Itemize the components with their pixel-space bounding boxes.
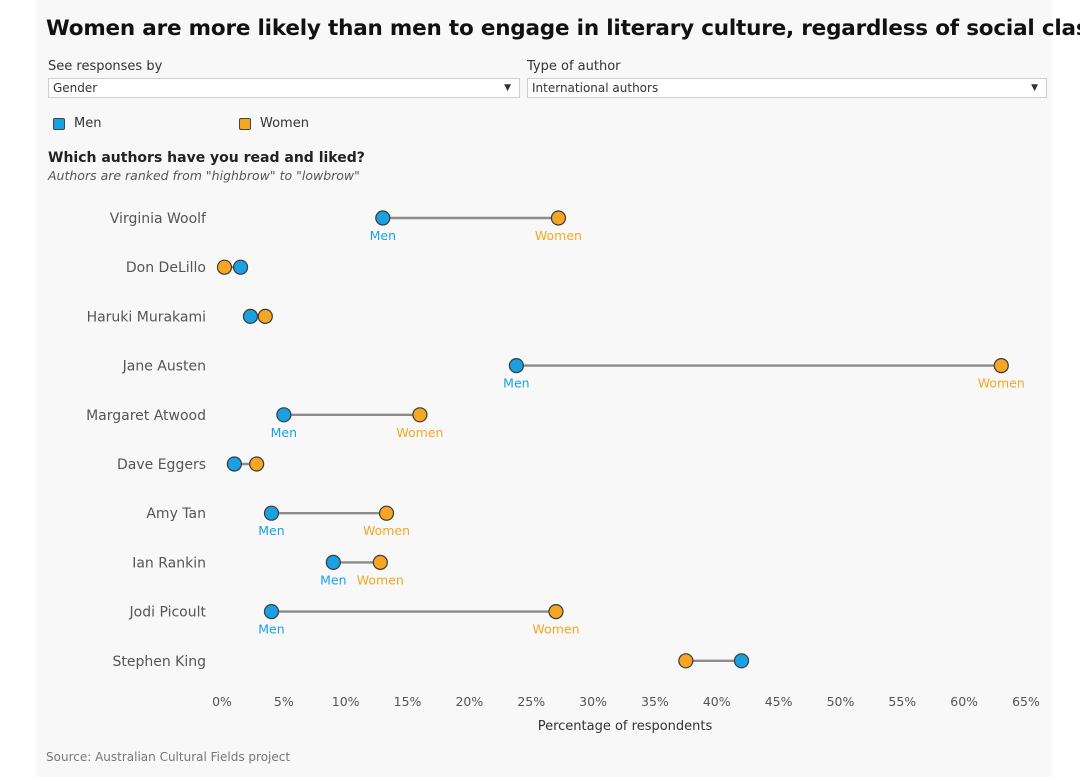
legend-label-women: Women [260,116,309,131]
author-type-dropdown[interactable]: International authors ▼ [527,78,1047,98]
x-tick-label: 15% [394,694,422,709]
x-tick-label: 25% [517,694,545,709]
page-title: Women are more likely than men to engage… [46,16,1080,41]
x-tick-label: 5% [274,694,294,709]
dot-label-men-virginia-woolf: Men [370,228,396,243]
responses-by-label: See responses by [48,59,163,74]
x-tick-label: 30% [579,694,607,709]
dot-men-ian-rankin [325,554,341,571]
author-label-margaret-atwood: Margaret Atwood [86,408,206,424]
x-tick-label: 65% [1012,694,1040,709]
legend-swatch-women [239,118,251,130]
dot-women-virginia-woolf [550,210,567,226]
author-label-jodi-picoult: Jodi Picoult [129,605,207,621]
dot-label-women-virginia-woolf: Women [535,228,582,243]
dot-label-men-ian-rankin: Men [320,572,346,587]
x-tick-label: 0% [212,694,232,709]
dot-women-don-delillo [216,259,233,275]
dot-women-stephen-king [678,653,694,669]
dot-men-haruki-murakami [242,308,259,324]
source-note: Source: Australian Cultural Fields proje… [46,750,291,764]
chevron-down-icon: ▼ [1031,83,1038,93]
author-type-value: International authors [532,81,659,95]
dot-men-amy-tan [263,505,280,521]
dot-women-jane-austen [993,358,1009,374]
dot-label-women-margaret-atwood: Women [396,425,443,440]
dot-women-dave-eggers [249,456,265,472]
x-tick-label: 10% [332,694,360,709]
author-label-virginia-woolf: Virginia Woolf [110,211,207,227]
dot-label-women-amy-tan: Women [363,523,410,538]
dot-women-amy-tan [378,505,395,521]
author-label-stephen-king: Stephen King [112,654,206,670]
author-label-amy-tan: Amy Tan [146,506,206,522]
author-label-dave-eggers: Dave Eggers [117,457,206,473]
dot-label-men-jodi-picoult: Men [258,622,284,637]
dot-men-jane-austen [508,358,524,374]
dot-men-virginia-woolf [375,210,391,226]
dot-label-men-margaret-atwood: Men [271,425,297,440]
dot-label-women-ian-rankin: Women [357,572,404,587]
x-tick-label: 60% [950,694,978,709]
legend-label-men: Men [74,116,102,131]
dot-label-men-amy-tan: Men [258,523,284,538]
dot-women-ian-rankin [372,554,388,571]
chart-note: Authors are ranked from "highbrow" to "l… [48,168,360,183]
dot-women-jodi-picoult [548,603,564,620]
dot-men-stephen-king [733,653,750,669]
author-label-jane-austen: Jane Austen [122,359,206,375]
x-tick-label: 50% [827,694,855,709]
x-tick-label: 35% [641,694,669,709]
dot-women-margaret-atwood [412,407,428,423]
responses-by-value: Gender [53,81,98,95]
dot-label-men-jane-austen: Men [503,376,529,391]
chart-panel [36,0,1052,777]
chart-subtitle: Which authors have you read and liked? [48,150,365,166]
author-label-ian-rankin: Ian Rankin [132,555,206,571]
dot-men-margaret-atwood [276,407,292,423]
chevron-down-icon: ▼ [504,83,511,93]
x-tick-label: 20% [455,694,483,709]
dot-men-dave-eggers [226,456,242,472]
author-label-don-delillo: Don DeLillo [126,260,206,276]
x-tick-label: 40% [703,694,731,709]
dot-men-jodi-picoult [263,603,280,620]
x-axis-title: Percentage of respondents [538,719,713,734]
dot-women-haruki-murakami [257,308,273,324]
dot-label-women-jane-austen: Women [978,376,1025,391]
dot-men-don-delillo [232,259,249,275]
legend-swatch-men [53,118,65,130]
dot-label-women-jodi-picoult: Women [532,622,579,637]
author-label-haruki-murakami: Haruki Murakami [87,309,206,325]
x-tick-label: 45% [765,694,793,709]
author-type-label: Type of author [527,59,621,74]
x-tick-label: 55% [888,694,916,709]
responses-by-dropdown[interactable]: Gender ▼ [48,78,520,98]
